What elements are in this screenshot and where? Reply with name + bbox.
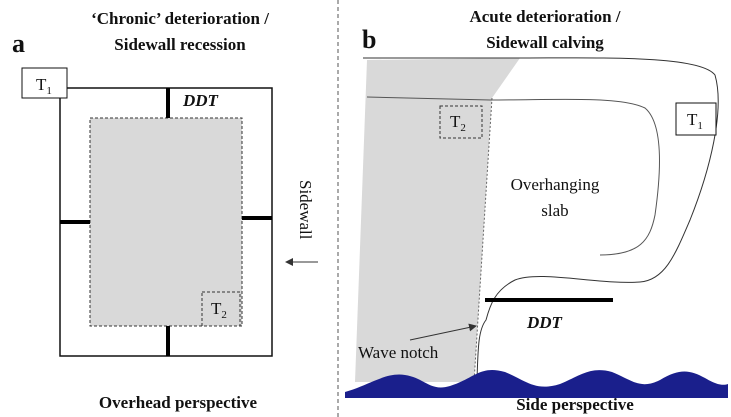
- sidewall-body: [355, 58, 520, 382]
- panel-letter: a: [12, 29, 25, 58]
- arrow: [409, 323, 477, 341]
- panel-title: ‘Chronic’ deterioration /: [91, 9, 269, 28]
- recession-area: [89, 117, 243, 327]
- ddt-bars: [60, 88, 272, 356]
- sidewall-label: Sidewall: [296, 180, 315, 240]
- panel-title: Acute deterioration /: [469, 7, 620, 26]
- t2-label: T2: [211, 299, 227, 321]
- panel-letter: b: [362, 25, 376, 54]
- panel-title: Sidewall recession: [114, 35, 246, 54]
- panel-title: Sidewall calving: [486, 33, 604, 52]
- caption: Overhead perspective: [99, 393, 258, 412]
- slab-label: slab: [541, 201, 568, 220]
- caption: Side perspective: [516, 395, 634, 414]
- ddt-label: DDT: [526, 313, 563, 332]
- t2-box: [439, 105, 483, 139]
- t1-box: [675, 102, 717, 136]
- t1-box: [21, 67, 68, 99]
- wave-notch-label: Wave notch: [358, 343, 439, 362]
- crack: [473, 97, 493, 383]
- t2-label: T2: [450, 112, 466, 134]
- slab-outline: [363, 57, 719, 381]
- ddt-label: DDT: [182, 91, 219, 110]
- slab-label: Overhanging: [511, 175, 600, 194]
- waves: [345, 370, 728, 398]
- inner-outline: [366, 96, 660, 256]
- t2-box: [201, 291, 241, 327]
- t1-label: T1: [687, 110, 703, 132]
- t1-label: T1: [36, 75, 52, 97]
